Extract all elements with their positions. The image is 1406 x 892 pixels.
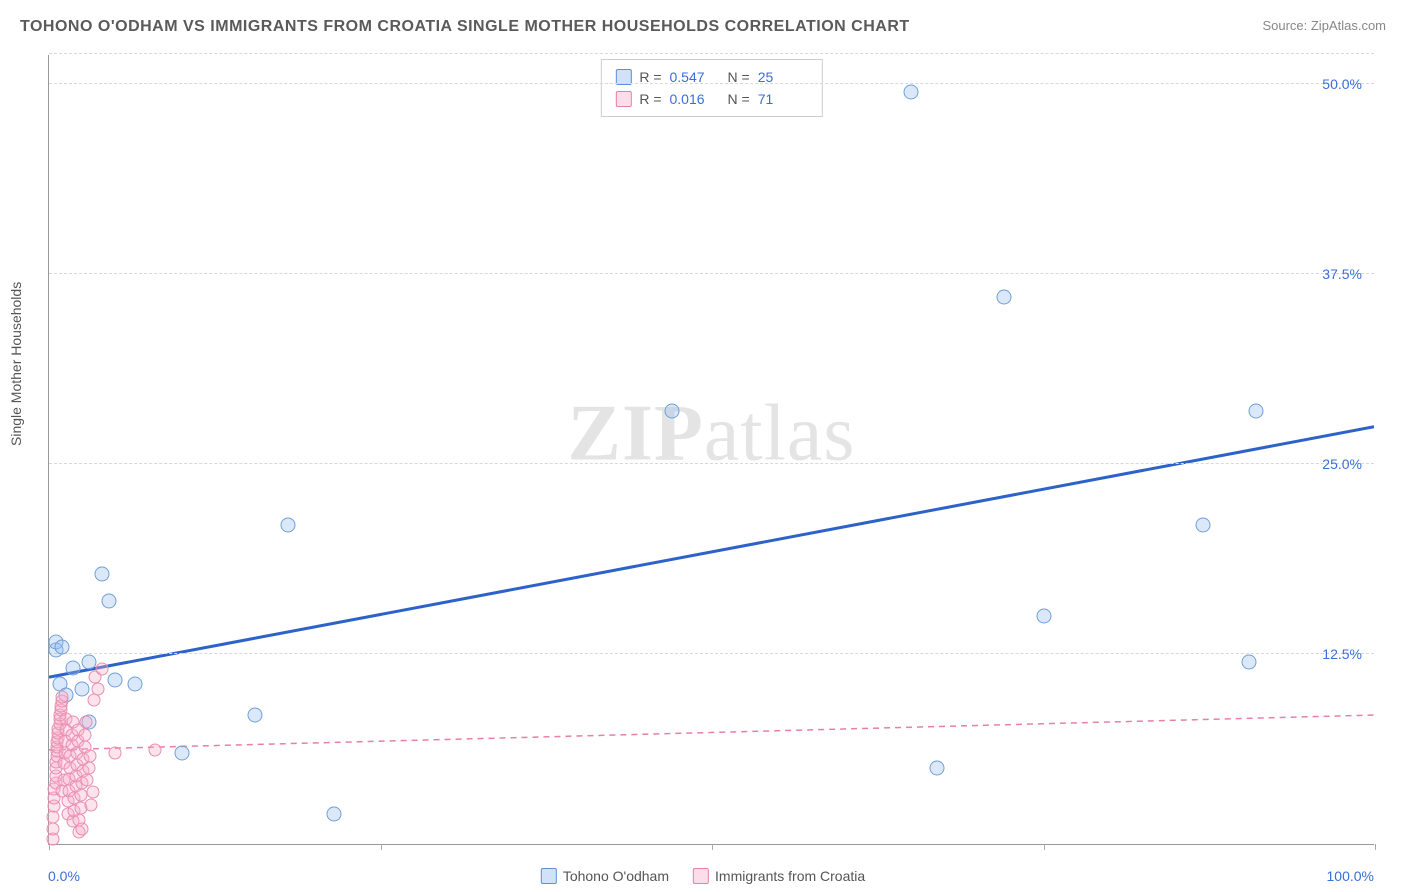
y-tick-label: 12.5% [1322, 646, 1362, 662]
scatter-point-croatia [85, 798, 98, 811]
x-tick-mark [1044, 844, 1045, 850]
grid-line-h [49, 463, 1374, 464]
scatter-point-tohono [930, 761, 945, 776]
scatter-point-tohono [996, 290, 1011, 305]
plot-area: ZIPatlas R = 0.547 N = 25 R = 0.016 N = … [48, 55, 1374, 845]
x-tick-mark [1375, 844, 1376, 850]
scatter-point-tohono [903, 84, 918, 99]
scatter-point-tohono [75, 682, 90, 697]
scatter-point-croatia [78, 728, 91, 741]
x-tick-max: 100.0% [1327, 868, 1374, 884]
swatch-pink-icon [615, 91, 631, 107]
scatter-point-croatia [96, 663, 109, 676]
grid-line-h [49, 53, 1374, 54]
scatter-point-croatia [109, 746, 122, 759]
stats-row-1: R = 0.016 N = 71 [615, 88, 807, 110]
grid-line-h [49, 653, 1374, 654]
scatter-point-tohono [1248, 404, 1263, 419]
scatter-point-croatia [56, 690, 69, 703]
scatter-point-croatia [149, 743, 162, 756]
scatter-point-tohono [55, 639, 70, 654]
stat-n-label-1: N = [728, 88, 750, 110]
scatter-point-tohono [280, 517, 295, 532]
legend-swatch-pink-icon [693, 868, 709, 884]
scatter-point-tohono [1195, 517, 1210, 532]
scatter-point-tohono [1242, 654, 1257, 669]
x-tick-min: 0.0% [48, 868, 80, 884]
scatter-point-tohono [247, 707, 262, 722]
scatter-point-tohono [1036, 609, 1051, 624]
stat-n-0: 25 [758, 66, 808, 88]
legend-item-0: Tohono O'odham [541, 868, 669, 884]
scatter-point-tohono [81, 654, 96, 669]
scatter-point-tohono [108, 672, 123, 687]
scatter-point-croatia [86, 786, 99, 799]
stats-row-0: R = 0.547 N = 25 [615, 66, 807, 88]
scatter-point-croatia [82, 762, 95, 775]
trend-line-tohono [49, 427, 1374, 677]
stat-r-0: 0.547 [670, 66, 720, 88]
grid-line-h [49, 273, 1374, 274]
scatter-point-croatia [76, 822, 89, 835]
scatter-point-tohono [101, 593, 116, 608]
stat-n-1: 71 [758, 88, 808, 110]
scatter-point-croatia [80, 716, 93, 729]
legend-swatch-blue-icon [541, 868, 557, 884]
legend-item-1: Immigrants from Croatia [693, 868, 865, 884]
scatter-point-tohono [65, 660, 80, 675]
scatter-point-croatia [81, 774, 94, 787]
watermark: ZIPatlas [568, 388, 856, 479]
chart-source: Source: ZipAtlas.com [1262, 18, 1386, 33]
chart-title: TOHONO O'ODHAM VS IMMIGRANTS FROM CROATI… [20, 18, 910, 36]
trend-line-croatia [49, 715, 1374, 750]
scatter-point-croatia [92, 683, 105, 696]
stats-box: R = 0.547 N = 25 R = 0.016 N = 71 [600, 59, 822, 117]
y-tick-label: 50.0% [1322, 76, 1362, 92]
x-tick-mark [381, 844, 382, 850]
scatter-point-tohono [174, 745, 189, 760]
y-tick-label: 25.0% [1322, 456, 1362, 472]
scatter-point-croatia [84, 749, 97, 762]
x-tick-mark [712, 844, 713, 850]
scatter-point-tohono [327, 806, 342, 821]
scatter-point-croatia [46, 822, 59, 835]
y-tick-label: 37.5% [1322, 266, 1362, 282]
scatter-point-tohono [128, 677, 143, 692]
scatter-point-tohono [95, 566, 110, 581]
trend-lines [49, 55, 1374, 844]
bottom-legend: Tohono O'odham Immigrants from Croatia [541, 868, 865, 884]
stat-r-label-0: R = [639, 66, 661, 88]
scatter-point-tohono [665, 404, 680, 419]
stat-n-label-0: N = [728, 66, 750, 88]
grid-line-h [49, 83, 1374, 84]
stat-r-label-1: R = [639, 88, 661, 110]
legend-label-1: Immigrants from Croatia [715, 868, 865, 884]
y-axis-label: Single Mother Households [8, 282, 24, 446]
stat-r-1: 0.016 [670, 88, 720, 110]
legend-label-0: Tohono O'odham [563, 868, 669, 884]
